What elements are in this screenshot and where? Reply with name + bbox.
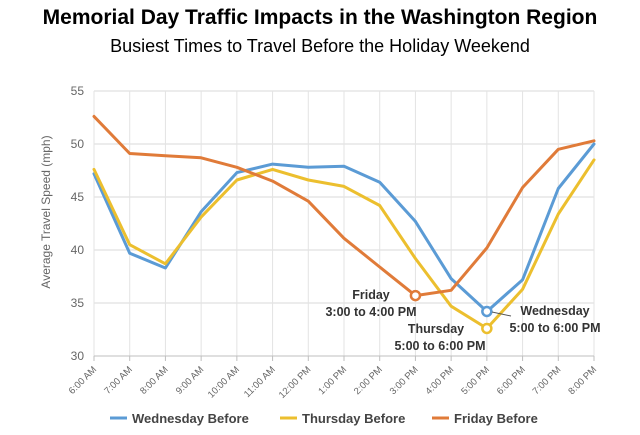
- x-tick-label: 10:00 AM: [206, 364, 242, 400]
- legend-label-friday: Friday Before: [454, 411, 538, 426]
- legend-item-wednesday: Wednesday Before: [110, 411, 249, 426]
- x-tick-label: 9:00 AM: [174, 364, 206, 396]
- x-axis: 6:00 AM 7:00 AM 8:00 AM 9:00 AM 10:00 AM 11:0…: [67, 355, 599, 401]
- x-tick-label: 8:00 AM: [138, 364, 170, 396]
- series-lines: [92, 114, 596, 330]
- marker-thursday: [481, 322, 493, 335]
- chart-title: Memorial Day Traffic Impacts in the Wash…: [42, 6, 598, 29]
- annotation-markers: [409, 289, 493, 335]
- y-tick-label: 45: [71, 190, 85, 204]
- y-axis-label: Average Travel Speed (mph): [39, 135, 53, 288]
- annotation-wednesday-line2: 5:00 to 6:00 PM: [509, 321, 600, 335]
- y-tick-label: 30: [71, 349, 85, 363]
- legend-item-thursday: Thursday Before: [280, 411, 405, 426]
- x-tick-label: 6:00 PM: [495, 364, 528, 397]
- x-tick-label: 1:00 PM: [316, 364, 349, 397]
- legend-label-wednesday: Wednesday Before: [132, 411, 249, 426]
- legend-item-friday: Friday Before: [432, 411, 538, 426]
- x-tick-label: 5:00 PM: [459, 364, 492, 397]
- y-tick-label: 50: [71, 137, 85, 151]
- legend-label-thursday: Thursday Before: [302, 411, 405, 426]
- chart-subtitle: Busiest Times to Travel Before the Holid…: [110, 36, 530, 56]
- x-tick-label: 12:00 PM: [277, 364, 314, 401]
- y-tick-label: 55: [71, 84, 85, 98]
- marker-wednesday: [481, 305, 493, 318]
- x-tick-label: 7:00 PM: [531, 364, 564, 397]
- y-tick-label: 40: [71, 243, 85, 257]
- series-line-thursday: [92, 158, 596, 330]
- x-tick-label: 6:00 AM: [67, 364, 99, 396]
- marker-friday: [409, 289, 422, 302]
- grid-lines: [93, 90, 595, 357]
- legend: Wednesday Before Thursday Before Friday …: [110, 411, 538, 426]
- annotation-leader-line: [491, 311, 512, 317]
- y-tick-label: 35: [71, 296, 85, 310]
- x-tick-label: 11:00 AM: [242, 364, 278, 400]
- x-tick-label: 8:00 PM: [566, 364, 599, 397]
- y-axis: 55 50 45 40 35 30: [71, 84, 85, 363]
- x-tick-label: 2:00 PM: [352, 364, 385, 397]
- series-line-friday: [92, 114, 596, 298]
- x-tick-label: 3:00 PM: [388, 364, 421, 397]
- annotation-thursday-line1: Thursday: [408, 322, 464, 336]
- annotation-thursday-line2: 5:00 to 6:00 PM: [394, 339, 485, 353]
- annotation-friday-line1: Friday: [352, 288, 390, 302]
- x-tick-label: 7:00 AM: [102, 364, 134, 396]
- x-tick-label: 4:00 PM: [423, 364, 456, 397]
- annotation-friday-line2: 3:00 to 4:00 PM: [325, 305, 416, 319]
- annotation-wednesday-line1: Wednesday: [520, 304, 589, 318]
- annotations: Friday 3:00 to 4:00 PM Thursday 5:00 to …: [325, 288, 600, 353]
